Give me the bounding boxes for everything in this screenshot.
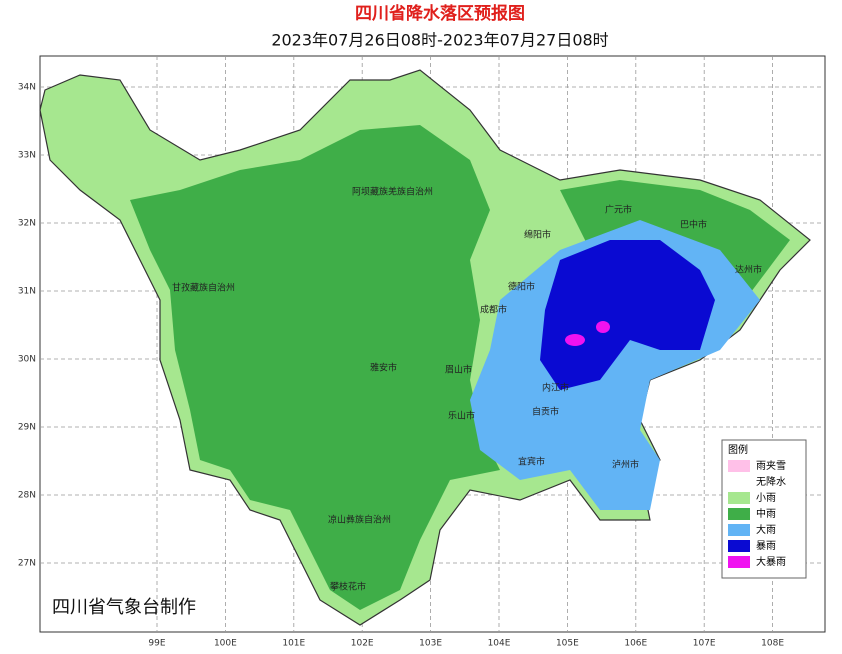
place-label: 广元市 — [605, 204, 632, 216]
legend-label: 小雨 — [756, 492, 776, 504]
legend-swatch — [728, 508, 750, 520]
place-label: 绵阳市 — [524, 229, 551, 241]
place-label: 眉山市 — [445, 364, 472, 376]
legend-label: 大暴雨 — [756, 555, 786, 568]
legend-swatch — [728, 476, 750, 488]
lat-label: 34N — [18, 83, 36, 93]
legend-swatch — [728, 540, 750, 552]
lon-label: 102E — [351, 639, 374, 649]
place-label: 自贡市 — [532, 406, 559, 418]
legend-title: 图例 — [728, 443, 748, 456]
place-label: 成都市 — [480, 304, 507, 316]
place-label: 雅安市 — [370, 362, 397, 374]
lon-label: 100E — [214, 639, 237, 649]
legend-label: 雨夹雪 — [756, 459, 786, 472]
lon-label: 107E — [693, 639, 716, 649]
place-label: 内江市 — [542, 382, 569, 394]
legend-label: 暴雨 — [756, 540, 776, 552]
lon-label: 103E — [419, 639, 442, 649]
subtitle: 2023年07月26日08时-2023年07月27日08时 — [271, 31, 608, 50]
place-label: 宜宾市 — [518, 456, 545, 468]
lon-label: 99E — [148, 639, 165, 649]
lat-label: 28N — [18, 491, 36, 501]
lon-label: 106E — [624, 639, 647, 649]
legend-label: 无降水 — [756, 475, 786, 488]
legend-label: 中雨 — [756, 507, 776, 520]
lat-label: 32N — [18, 219, 36, 229]
lat-label: 33N — [18, 151, 36, 161]
legend-swatch — [728, 460, 750, 472]
place-label: 甘孜藏族自治州 — [172, 282, 235, 294]
moderate-rain — [130, 125, 500, 610]
place-label: 乐山市 — [448, 410, 475, 422]
place-label: 泸州市 — [612, 459, 639, 471]
heavy-rainstorm — [565, 334, 585, 346]
footer: 四川省气象台制作 — [52, 597, 196, 618]
place-label: 攀枝花市 — [330, 581, 366, 593]
place-label: 达州市 — [735, 264, 762, 276]
lon-label: 101E — [282, 639, 305, 649]
place-label: 巴中市 — [680, 219, 707, 231]
lon-label: 108E — [761, 639, 784, 649]
place-label: 凉山彝族自治州 — [328, 514, 391, 526]
rainstorm — [540, 240, 715, 390]
lat-label: 31N — [18, 287, 36, 297]
lon-label: 105E — [556, 639, 579, 649]
lon-label: 104E — [488, 639, 511, 649]
legend-swatch — [728, 524, 750, 536]
lat-label: 30N — [18, 355, 36, 365]
legend-label: 大雨 — [756, 523, 776, 536]
title: 四川省降水落区预报图 — [355, 3, 525, 24]
legend-swatch — [728, 556, 750, 568]
legend-swatch — [728, 492, 750, 504]
place-label: 德阳市 — [508, 281, 535, 293]
place-label: 阿坝藏族羌族自治州 — [352, 186, 433, 198]
lat-label: 29N — [18, 423, 36, 433]
heavy-rainstorm — [596, 321, 610, 333]
lat-label: 27N — [18, 559, 36, 569]
